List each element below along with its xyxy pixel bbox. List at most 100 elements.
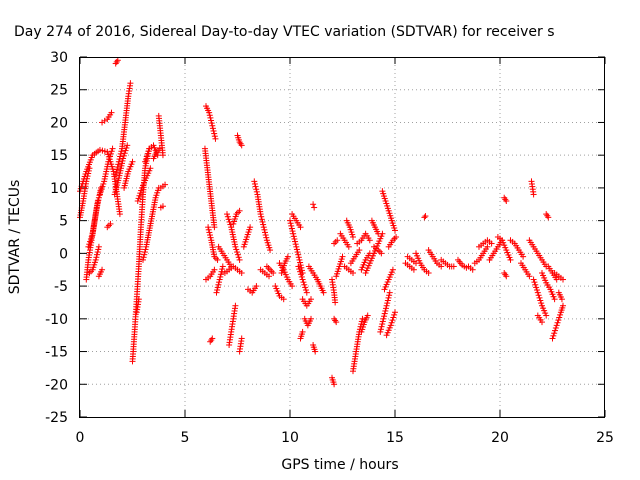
data-point <box>121 150 128 157</box>
data-point <box>538 300 545 307</box>
data-point <box>236 256 243 263</box>
data-point <box>159 152 166 159</box>
data-point <box>235 254 242 261</box>
data-point <box>144 150 151 157</box>
data-point <box>214 284 221 291</box>
data-point <box>287 220 294 227</box>
data-point <box>97 188 104 195</box>
data-point <box>290 230 297 237</box>
data-point <box>410 266 417 273</box>
data-point <box>234 251 241 258</box>
data-point <box>393 234 400 240</box>
data-point <box>560 276 566 283</box>
data-point <box>112 171 119 178</box>
data-point <box>293 243 300 250</box>
data-point <box>206 232 213 239</box>
data-point <box>392 227 398 234</box>
data-point <box>379 321 386 328</box>
data-point <box>109 145 116 152</box>
data-point <box>127 80 134 87</box>
data-point <box>378 250 385 257</box>
data-point <box>252 183 259 190</box>
data-point <box>107 220 114 227</box>
data-point <box>535 292 542 299</box>
data-point <box>386 292 393 299</box>
data-point <box>251 180 258 187</box>
x-tick-label: 5 <box>181 430 190 446</box>
data-point <box>138 187 145 194</box>
data-point <box>382 307 389 314</box>
data-point <box>94 251 101 258</box>
data-point <box>532 281 539 288</box>
data-point <box>124 142 131 149</box>
data-point <box>421 214 428 221</box>
data-point <box>100 180 107 187</box>
data-point <box>94 249 101 256</box>
data-point <box>247 224 254 231</box>
data-point <box>206 109 213 116</box>
data-point <box>385 294 392 301</box>
data-point <box>534 289 541 296</box>
y-tick-label: 5 <box>59 214 68 230</box>
data-point <box>95 246 102 253</box>
data-point <box>233 246 240 253</box>
data-point <box>311 204 318 211</box>
data-point <box>438 263 445 270</box>
data-point <box>291 235 298 242</box>
data-point <box>85 243 92 250</box>
data-point <box>266 273 272 280</box>
data-point <box>384 300 391 307</box>
data-point <box>141 251 148 258</box>
data-point <box>134 198 141 204</box>
data-point <box>288 225 295 232</box>
data-point <box>551 330 558 337</box>
data-point <box>380 315 387 322</box>
data-point <box>386 289 393 296</box>
data-point <box>292 241 299 248</box>
data-point <box>389 266 396 273</box>
data-point <box>108 148 115 155</box>
data-point <box>375 230 382 237</box>
data-point <box>219 263 226 270</box>
data-point <box>545 214 552 221</box>
data-point <box>216 279 223 286</box>
data-point <box>96 191 103 198</box>
data-point <box>238 335 245 342</box>
data-point <box>232 243 239 250</box>
data-point <box>333 319 340 326</box>
data-point <box>118 148 125 155</box>
data-point <box>213 289 220 296</box>
y-axis-label: SDTVAR / TECUs <box>7 180 23 295</box>
data-point <box>262 232 269 239</box>
x-tick-label: 15 <box>386 430 404 446</box>
data-point <box>159 203 166 210</box>
data-point <box>507 256 514 263</box>
data-point <box>484 243 491 250</box>
data-point <box>345 243 352 250</box>
data-point <box>99 266 106 273</box>
data-point <box>99 183 106 190</box>
data-point <box>216 276 223 283</box>
data-point <box>288 222 295 229</box>
data-point <box>135 195 142 202</box>
data-point <box>379 318 386 325</box>
y-tick-label: 25 <box>50 83 68 99</box>
data-point <box>488 240 495 247</box>
data-point <box>295 263 302 270</box>
data-point <box>469 266 476 273</box>
data-point <box>262 229 269 236</box>
data-point <box>267 247 274 254</box>
data-point <box>296 266 303 273</box>
data-point <box>114 163 121 170</box>
data-point <box>114 57 121 64</box>
x-tick-label: 25 <box>596 430 614 446</box>
data-point <box>142 158 149 165</box>
data-point <box>258 213 265 220</box>
y-tick-label: 0 <box>59 246 68 262</box>
data-point <box>259 218 266 225</box>
data-point <box>388 319 395 326</box>
data-point <box>251 178 258 185</box>
data-point <box>143 153 150 160</box>
data-point <box>232 302 239 309</box>
